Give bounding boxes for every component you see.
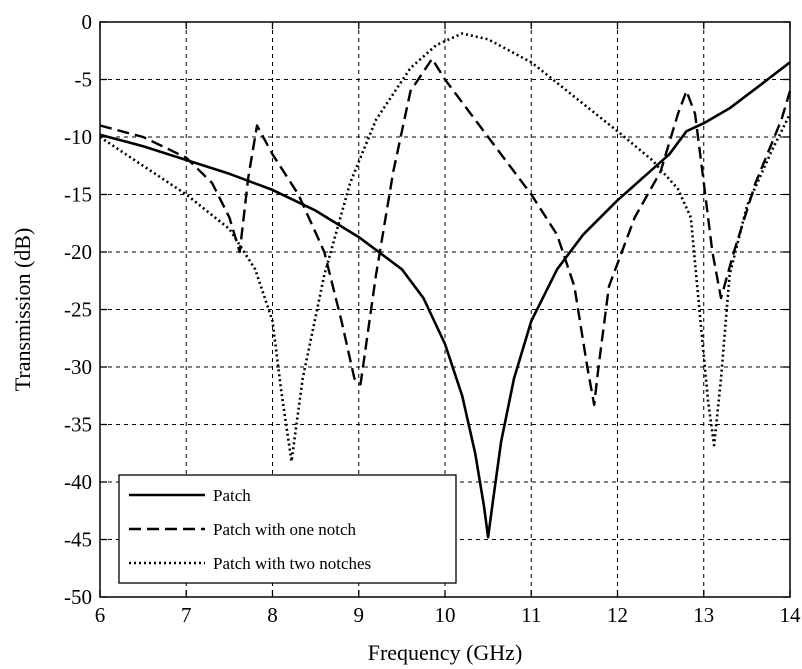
axis-ticks: 6 7 8 9 10 11 12 13 14 0 -5 -10 -15 -20 -25 -30 -35 -40 -4… (64, 10, 801, 627)
x-tick-label: 12 (607, 603, 628, 627)
y-tick-label: 0 (82, 10, 93, 34)
y-tick-label: -35 (64, 413, 92, 437)
series-line-2 (99, 57, 792, 407)
y-tick-label: -40 (64, 470, 92, 494)
x-axis-title: Frequency (GHz) (368, 640, 523, 665)
series-line-1 (99, 61, 791, 539)
y-tick-label: -45 (64, 528, 92, 552)
x-tick-label: 13 (693, 603, 714, 627)
legend: Patch Patch with one notch Patch with two … (118, 474, 457, 584)
y-tick-label: -25 (64, 298, 92, 322)
y-tick-label: -30 (64, 355, 92, 379)
x-tick-label: 7 (181, 603, 192, 627)
series-lines (99, 32, 792, 539)
x-tick-label: 14 (780, 603, 802, 627)
x-tick-label: 10 (435, 603, 456, 627)
legend-label-3: Patch with two notches (213, 554, 371, 573)
x-tick-label: 8 (267, 603, 278, 627)
y-tick-label: -20 (64, 240, 92, 264)
y-tick-label: -50 (64, 585, 92, 609)
x-tick-label: 9 (354, 603, 365, 627)
x-tick-label: 11 (521, 603, 541, 627)
y-tick-label: -5 (75, 68, 93, 92)
y-tick-label: -15 (64, 183, 92, 207)
legend-label-1: Patch (213, 486, 251, 505)
y-tick-label: -10 (64, 125, 92, 149)
y-axis-title: Transmission (dB) (10, 228, 35, 392)
x-tick-label: 6 (95, 603, 106, 627)
legend-items: Patch Patch with one notch Patch with two … (129, 486, 371, 573)
legend-label-2: Patch with one notch (213, 520, 357, 539)
